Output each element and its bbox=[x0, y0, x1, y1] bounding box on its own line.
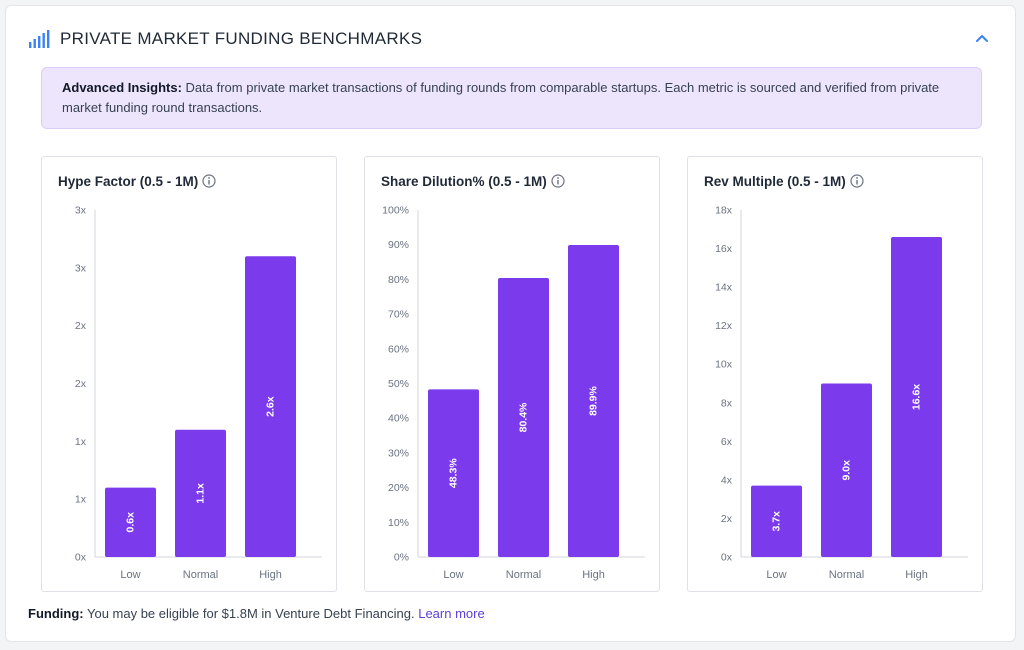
y-tick-label: 10x bbox=[715, 359, 733, 371]
x-category-label: Normal bbox=[829, 569, 864, 581]
signal-bars-icon bbox=[29, 30, 50, 48]
bar-value-label: 9.0x bbox=[841, 460, 853, 481]
y-tick-label: 40% bbox=[388, 413, 409, 425]
learn-more-link[interactable]: Learn more bbox=[418, 606, 485, 621]
bar-value-label: 16.6x bbox=[911, 384, 923, 410]
y-tick-label: 30% bbox=[388, 447, 409, 459]
y-tick-label: 3x bbox=[75, 262, 87, 274]
y-tick-label: 8x bbox=[721, 397, 733, 409]
y-tick-label: 60% bbox=[388, 343, 409, 355]
card-title: PRIVATE MARKET FUNDING BENCHMARKS bbox=[60, 29, 423, 48]
y-tick-label: 3x bbox=[75, 205, 87, 217]
funding-footer: Funding: You may be eligible for $1.8M i… bbox=[28, 606, 485, 621]
y-tick-label: 1x bbox=[75, 494, 87, 506]
y-tick-label: 1x bbox=[75, 436, 87, 448]
insights-label: Advanced Insights: bbox=[62, 80, 182, 95]
y-tick-label: 100% bbox=[382, 205, 409, 217]
y-tick-label: 2x bbox=[75, 378, 87, 390]
bar bbox=[498, 278, 549, 557]
bar-value-label: 48.3% bbox=[448, 458, 460, 488]
bar bbox=[175, 429, 226, 557]
footer-label: Funding: bbox=[28, 606, 84, 621]
y-tick-label: 14x bbox=[715, 282, 733, 294]
info-icon[interactable] bbox=[850, 174, 864, 188]
hype-factor-chart: 0x 1x 1x 2x 2x 3x 3x 0.6x Low 1.1x Normal 2.6x High bbox=[75, 205, 322, 581]
y-tick-label: 16x bbox=[715, 243, 733, 255]
rev-multiple-panel: Rev Multiple (0.5 - 1M) 0x 2x 4x 6x 8x 10x 12x… bbox=[687, 156, 983, 592]
bar bbox=[428, 389, 479, 557]
bar bbox=[821, 383, 872, 557]
x-category-label: High bbox=[905, 569, 928, 581]
bar-value-label: 1.1x bbox=[195, 483, 207, 504]
bar bbox=[105, 487, 156, 557]
card-header: PRIVATE MARKET FUNDING BENCHMARKS bbox=[28, 28, 993, 56]
y-tick-label: 12x bbox=[715, 320, 733, 332]
y-tick-label: 4x bbox=[721, 474, 733, 486]
info-icon[interactable] bbox=[202, 174, 216, 188]
x-category-label: Low bbox=[766, 569, 786, 581]
y-tick-label: 2x bbox=[721, 513, 733, 525]
x-category-label: High bbox=[582, 569, 605, 581]
y-tick-label: 10% bbox=[388, 517, 409, 529]
insights-text: Data from private market transactions of… bbox=[62, 80, 940, 115]
x-category-label: Normal bbox=[506, 569, 541, 581]
x-category-label: Low bbox=[120, 569, 140, 581]
y-tick-label: 0% bbox=[394, 552, 409, 564]
y-tick-label: 6x bbox=[721, 436, 733, 448]
y-tick-label: 50% bbox=[388, 378, 409, 390]
footer-text: You may be eligible for $1.8M in Venture… bbox=[86, 606, 415, 621]
x-category-label: Low bbox=[443, 569, 463, 581]
y-tick-label: 90% bbox=[388, 239, 409, 251]
bar bbox=[568, 245, 619, 557]
x-category-label: Normal bbox=[183, 569, 218, 581]
bar bbox=[245, 256, 296, 557]
y-tick-label: 18x bbox=[715, 205, 733, 217]
chevron-up-icon[interactable] bbox=[971, 28, 993, 50]
bar-value-label: 2.6x bbox=[265, 396, 277, 417]
chart-title: Share Dilution% (0.5 - 1M) bbox=[381, 174, 547, 189]
info-icon[interactable] bbox=[551, 174, 565, 188]
share-dilution-chart: 0% 10% 20% 30% 40% 50% 60% 70% 80% 90% 100% 48.3% Lo… bbox=[382, 205, 645, 581]
y-tick-label: 0x bbox=[721, 552, 733, 564]
y-tick-label: 80% bbox=[388, 274, 409, 286]
chart-title: Hype Factor (0.5 - 1M) bbox=[58, 174, 199, 189]
bar bbox=[751, 485, 802, 557]
y-tick-label: 20% bbox=[388, 482, 409, 494]
bar-value-label: 0.6x bbox=[125, 512, 137, 533]
bar-value-label: 80.4% bbox=[518, 402, 530, 432]
y-tick-label: 0x bbox=[75, 552, 87, 564]
y-tick-label: 2x bbox=[75, 320, 87, 332]
advanced-insights-banner: Advanced Insights: Data from private mar… bbox=[41, 67, 982, 129]
rev-multiple-chart: 0x 2x 4x 6x 8x 10x 12x 14x 16x 18x 3.7x Low 9.0x Norm… bbox=[715, 205, 968, 581]
y-tick-label: 70% bbox=[388, 309, 409, 321]
benchmarks-card: PRIVATE MARKET FUNDING BENCHMARKS Advanc… bbox=[5, 5, 1016, 642]
hype-factor-panel: Hype Factor (0.5 - 1M) 0x 1x 1x 2x 2x 3x 3x 0.6… bbox=[41, 156, 337, 592]
chart-title: Rev Multiple (0.5 - 1M) bbox=[704, 174, 846, 189]
bar-value-label: 3.7x bbox=[771, 511, 783, 532]
bar-value-label: 89.9% bbox=[588, 385, 600, 415]
share-dilution-panel: Share Dilution% (0.5 - 1M) 0% 10% 20% 30% 40… bbox=[364, 156, 660, 592]
bar bbox=[891, 236, 942, 557]
x-category-label: High bbox=[259, 569, 282, 581]
